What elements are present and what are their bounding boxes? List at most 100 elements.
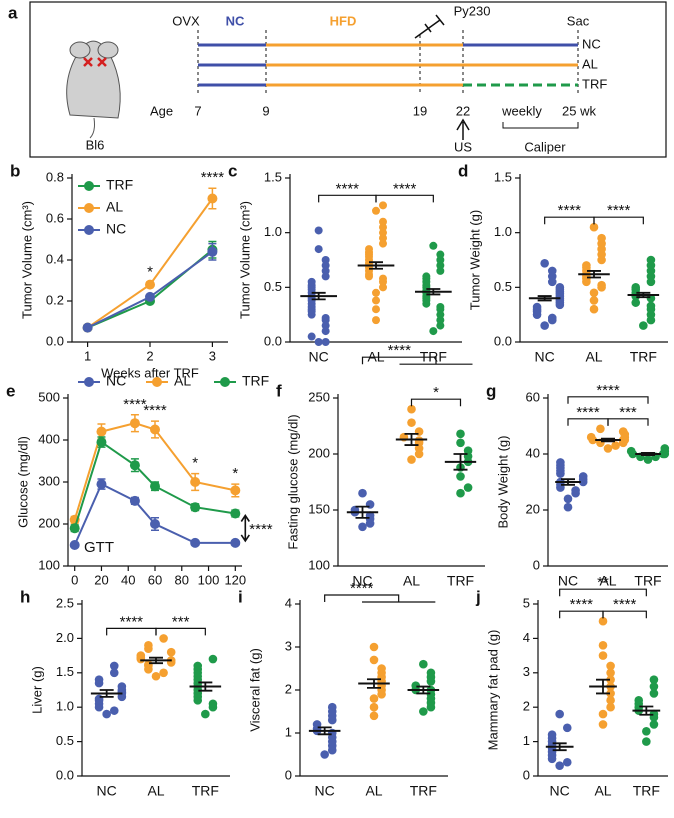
dot (596, 424, 605, 434)
dot (321, 256, 330, 264)
sem-bar (641, 451, 655, 457)
dot (422, 272, 431, 281)
y-tick-label: 300 (38, 473, 60, 488)
point (230, 537, 241, 548)
dot (555, 709, 564, 719)
dot (109, 668, 119, 678)
point (69, 540, 80, 550)
dot (377, 664, 386, 673)
legend-swatch (220, 377, 230, 387)
chart: e 100 200 300 400 500 Glucose (mg/dl) 0 20 40 60 80… (6, 373, 273, 588)
age-label: Age (150, 103, 173, 118)
dot (456, 472, 465, 481)
y-axis-title: Visceral fat (g) (247, 648, 262, 732)
dot (606, 702, 615, 712)
x-tick-label: 0 (71, 572, 78, 587)
dot (631, 283, 641, 292)
y-tick-label: 100 (308, 557, 330, 572)
dot (314, 226, 323, 235)
axis (519, 174, 668, 343)
dot (556, 458, 565, 467)
y-tick-label: 2 (285, 681, 292, 696)
dot (372, 316, 380, 325)
y-tick-label: 0.8 (46, 169, 64, 184)
dot (407, 418, 416, 427)
sem-bar (404, 432, 419, 446)
y-tick-label: 1 (523, 733, 530, 748)
sem-bar (317, 726, 332, 736)
age: 22 (456, 103, 470, 118)
end: Sac (567, 13, 590, 28)
legend-label: TRF (106, 177, 133, 193)
dot (321, 261, 330, 270)
sig-bracket (361, 356, 473, 365)
y-axis-title: Mammary fat pad (g) (485, 630, 500, 751)
sig-label: **** (558, 202, 582, 219)
dot (144, 640, 153, 650)
sig-label: **** (123, 396, 147, 413)
x-tick-label: AL (594, 783, 611, 799)
legend-swatch (152, 377, 162, 387)
y-tick-label: 400 (38, 431, 60, 446)
dot (586, 432, 596, 442)
y-tick-label: 0.5 (494, 279, 512, 294)
dot (109, 661, 119, 671)
phase-label: HFD (330, 13, 357, 28)
point (69, 523, 80, 534)
legend-swatch (84, 181, 94, 191)
y-tick-label: 1.5 (56, 664, 74, 679)
sig-label: **** (350, 580, 374, 597)
sem-bar (636, 291, 651, 299)
dot (372, 305, 380, 314)
axis (71, 174, 228, 343)
y-tick-label: 40 (526, 445, 540, 460)
y-tick-label: 0.5 (56, 733, 74, 748)
y-tick-label: 150 (308, 501, 330, 516)
dot (456, 438, 465, 448)
y-tick-label: 250 (308, 389, 330, 404)
dot (639, 321, 648, 330)
dot (611, 441, 620, 450)
syringe-icon (414, 14, 445, 39)
dot (578, 472, 588, 481)
dot (369, 702, 379, 712)
caliper: Caliper (524, 139, 566, 154)
dot (159, 634, 168, 643)
sig-bracket (602, 610, 647, 619)
x-tick-label: 3 (209, 348, 216, 363)
y-tick-label: 1.0 (494, 224, 512, 239)
sig-label: **** (607, 202, 631, 219)
dot (321, 327, 330, 336)
legend-swatch (84, 225, 94, 235)
dot (456, 488, 465, 498)
dot (379, 217, 387, 226)
dot (606, 689, 615, 698)
axis (289, 174, 462, 343)
sem-bar (639, 705, 654, 716)
sig-label: *** (619, 404, 637, 421)
sem-bar (537, 295, 552, 302)
dot (429, 241, 438, 250)
panel-label: g (486, 381, 496, 400)
x-tick-label: NC (315, 783, 335, 799)
x-tick-label: NC (558, 573, 578, 589)
dot (358, 488, 367, 498)
y-axis-title: Body Weight (g) (495, 436, 510, 529)
mouse-icon (66, 40, 121, 139)
panel-label: b (10, 161, 20, 180)
dot (407, 455, 416, 464)
x-tick-label: NC (97, 783, 117, 799)
injection: Py230 (454, 3, 491, 18)
point (150, 519, 160, 529)
dot (606, 668, 615, 678)
y-tick-label: 1.5 (494, 169, 512, 184)
sig-bracket (559, 588, 647, 597)
y-tick-label: 0.0 (56, 767, 74, 782)
x-tick-label: TRF (192, 783, 219, 799)
sig-label: **** (249, 521, 273, 538)
y-tick-label: 0 (523, 767, 530, 782)
dot (372, 288, 380, 297)
dot (589, 304, 599, 314)
